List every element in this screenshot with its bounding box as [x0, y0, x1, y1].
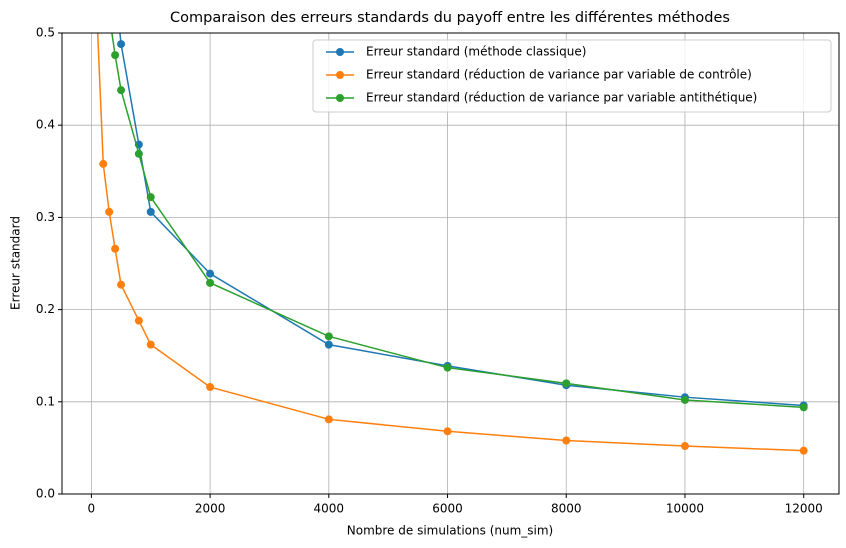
data-point — [117, 280, 126, 289]
data-point — [134, 149, 143, 158]
data-point — [117, 40, 126, 49]
x-tick-label: 12000 — [785, 502, 823, 516]
x-tick-label: 10000 — [666, 502, 704, 516]
data-point — [206, 383, 215, 392]
data-point — [562, 379, 571, 388]
chart-title: Comparaison des erreurs standards du pay… — [170, 10, 730, 26]
data-point — [799, 446, 808, 455]
legend-marker — [336, 94, 344, 102]
data-point — [99, 159, 108, 168]
data-point — [206, 269, 215, 278]
legend-marker — [336, 71, 344, 79]
ticks: 0 2000 4000 6000 8000 10000 12000 0.0 0.1 0.2 0.3 0… — [36, 26, 823, 516]
y-tick-label: 0.1 — [36, 394, 55, 408]
y-tick-label: 0.4 — [36, 118, 55, 132]
data-point — [324, 340, 333, 349]
data-point — [324, 332, 333, 341]
x-tick-label: 8000 — [551, 502, 582, 516]
legend-label: Erreur standard (réduction de variance p… — [366, 68, 752, 82]
data-point — [146, 193, 155, 202]
data-point — [111, 51, 120, 60]
x-tick-label: 0 — [88, 502, 96, 516]
axes-frame — [61, 32, 840, 495]
data-point — [443, 427, 452, 436]
x-axis-label: Nombre de simulations (num_sim) — [347, 524, 553, 538]
y-tick-label: 0.2 — [36, 302, 55, 316]
data-point — [105, 207, 114, 216]
y-tick-label: 0.0 — [36, 487, 55, 501]
y-tick-label: 0.3 — [36, 210, 55, 224]
y-tick-label: 0.5 — [36, 26, 55, 40]
data-point — [443, 363, 452, 372]
x-tick-label: 6000 — [432, 502, 463, 516]
data-point — [799, 403, 808, 412]
data-point — [146, 340, 155, 349]
data-point — [562, 436, 571, 445]
data-point — [206, 278, 215, 287]
legend-label: Erreur standard (méthode classique) — [366, 45, 586, 59]
data-point — [134, 316, 143, 325]
data-point — [680, 442, 689, 451]
data-point — [111, 244, 120, 253]
data-point — [146, 207, 155, 216]
data-point — [324, 415, 333, 424]
legend-label: Erreur standard (réduction de variance p… — [366, 91, 757, 105]
plot-area — [96, 33, 808, 455]
x-tick-label: 4000 — [314, 502, 345, 516]
x-tick-label: 2000 — [195, 502, 226, 516]
legend-box — [312, 39, 832, 113]
data-point — [680, 395, 689, 404]
legend-marker — [336, 48, 344, 56]
data-point — [117, 86, 126, 95]
legend: Erreur standard (méthode classique) Erreu… — [312, 39, 832, 113]
y-axis-label: Erreur standard — [9, 216, 23, 310]
